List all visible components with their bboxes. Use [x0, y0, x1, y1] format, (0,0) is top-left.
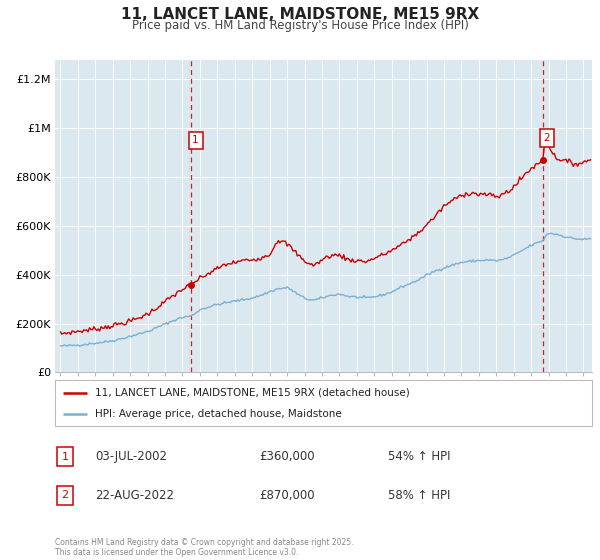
Text: £870,000: £870,000 [259, 489, 315, 502]
Text: 11, LANCET LANE, MAIDSTONE, ME15 9RX: 11, LANCET LANE, MAIDSTONE, ME15 9RX [121, 7, 479, 22]
Text: 1: 1 [61, 452, 68, 461]
Text: 58% ↑ HPI: 58% ↑ HPI [388, 489, 451, 502]
Text: 1: 1 [192, 136, 199, 146]
Text: 22-AUG-2022: 22-AUG-2022 [95, 489, 175, 502]
Text: £360,000: £360,000 [259, 450, 315, 463]
Text: HPI: Average price, detached house, Maidstone: HPI: Average price, detached house, Maid… [95, 409, 342, 419]
Text: Contains HM Land Registry data © Crown copyright and database right 2025.
This d: Contains HM Land Registry data © Crown c… [55, 538, 354, 557]
Text: Price paid vs. HM Land Registry's House Price Index (HPI): Price paid vs. HM Land Registry's House … [131, 19, 469, 32]
Text: 2: 2 [61, 491, 68, 500]
Text: 11, LANCET LANE, MAIDSTONE, ME15 9RX (detached house): 11, LANCET LANE, MAIDSTONE, ME15 9RX (de… [95, 388, 410, 398]
Text: 2: 2 [544, 133, 550, 143]
Text: 54% ↑ HPI: 54% ↑ HPI [388, 450, 451, 463]
Text: 03-JUL-2002: 03-JUL-2002 [95, 450, 167, 463]
